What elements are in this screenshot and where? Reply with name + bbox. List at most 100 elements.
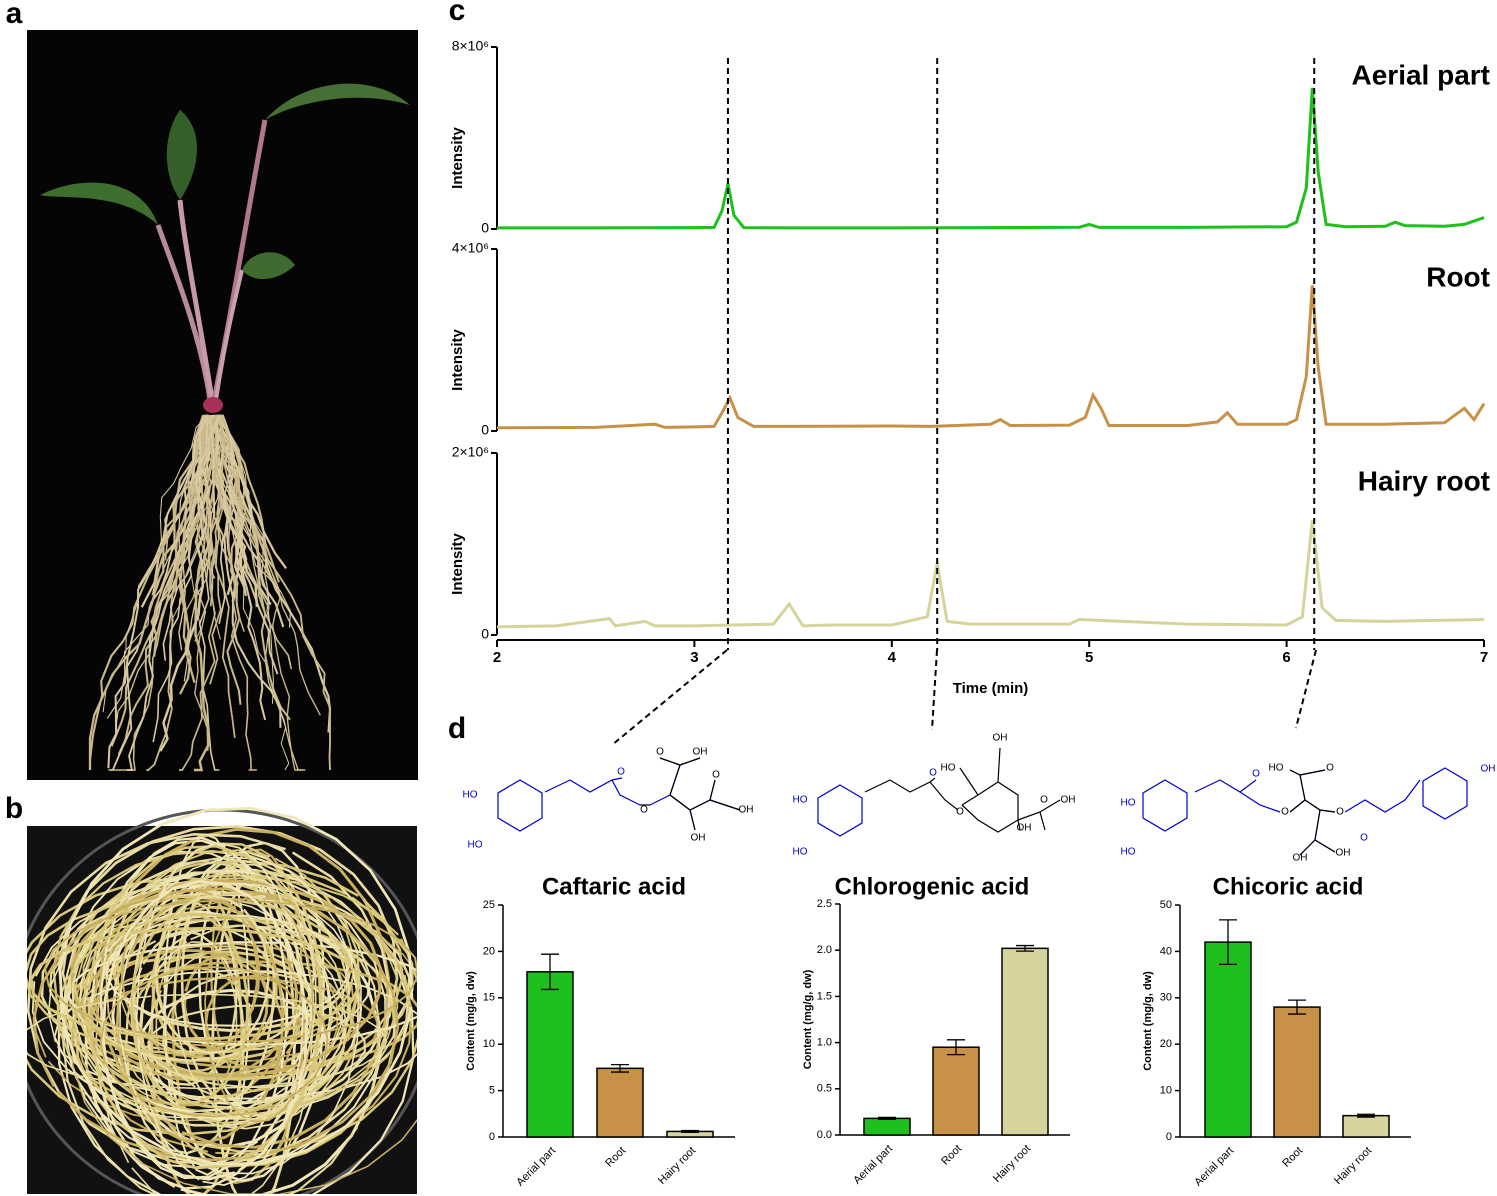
atom-label: HO (941, 763, 956, 774)
y-tick-label: 20 (1160, 1038, 1172, 1050)
x-tick-label: 7 (1480, 649, 1488, 666)
root-strand (162, 414, 208, 661)
hairy-root-strand (154, 894, 270, 1055)
chart-title: Aerial part (1352, 59, 1491, 90)
atom-label: O (1281, 807, 1289, 818)
atom-label: OH (691, 833, 706, 844)
hairy-root-strand (174, 863, 317, 1120)
atom-label: O (712, 770, 720, 781)
bar (1001, 947, 1049, 1136)
root-strand (159, 414, 209, 752)
root-strand (216, 414, 331, 770)
atom-label: O (1326, 763, 1334, 774)
panel-label: a (6, 0, 23, 30)
hairy-root-strand (26, 833, 392, 1166)
root-strand (170, 414, 223, 621)
root-strand (220, 414, 274, 704)
hairy-root-strand (70, 879, 382, 1078)
atom-label: O (640, 805, 648, 816)
hairy-root-strand (130, 912, 249, 1105)
atom-label: OH (1061, 795, 1076, 806)
atom-label: HO (468, 840, 483, 851)
hairy-root-strand (99, 836, 289, 1180)
y-tick-label: 0.0 (817, 1129, 832, 1141)
chart-title: Chlorogenic acid (835, 873, 1030, 900)
hairy-root-strand (58, 806, 414, 1166)
root-strand (220, 414, 280, 593)
x-tick-label: 2 (493, 649, 501, 666)
atom-label: OH (739, 805, 754, 816)
x-tick-label: Root (939, 1143, 964, 1168)
y-tick-label: 0 (481, 220, 489, 236)
hairy-root-illustration (7, 806, 443, 1196)
x-tick-label: Root (603, 1145, 628, 1170)
atom-label: HO (463, 790, 478, 801)
root-strand (217, 414, 272, 606)
y-tick-label: 2.0 (817, 944, 832, 956)
y-tick-label: 15 (483, 992, 495, 1004)
hairy-root-strand (99, 965, 329, 1118)
x-tick-label: Hairy root (991, 1143, 1033, 1185)
root-strand (108, 414, 221, 771)
bar (932, 1046, 980, 1136)
y-tick-label: 8×10⁶ (452, 38, 489, 54)
y-tick-label: 2.5 (817, 898, 832, 910)
y-tick-label: 0 (489, 1131, 495, 1143)
y-tick-label: 0 (481, 422, 489, 438)
x-tick-label: 3 (690, 649, 698, 666)
bar (596, 1067, 644, 1138)
atom-label: HO (1121, 798, 1136, 809)
y-tick-label: 0 (481, 626, 489, 642)
root-strand (107, 414, 208, 769)
bar (1204, 941, 1252, 1138)
atom-label: O (1336, 807, 1344, 818)
x-tick-label: 6 (1282, 649, 1290, 666)
atom-label: HO (1269, 763, 1284, 774)
atom-label: HO (793, 847, 808, 858)
atom-label: O (617, 767, 625, 778)
atom-label: O (929, 768, 937, 779)
error-bar (878, 1116, 896, 1120)
atom-label: OH (1293, 853, 1308, 864)
error-bar (1016, 944, 1034, 952)
hairy-root-strand (61, 857, 382, 1196)
error-bar (541, 953, 559, 991)
y-tick-label: 2×10⁶ (452, 444, 489, 460)
atom-label: O (956, 807, 964, 818)
y-axis-label: Intensity (449, 127, 466, 189)
hairy-root-strand (163, 833, 251, 1176)
root-strand (110, 414, 208, 771)
atom-label: O (1252, 769, 1260, 780)
x-tick-label: Root (1280, 1145, 1305, 1170)
structure-skeletons (497, 747, 1468, 856)
hairy-root-strand (132, 899, 238, 1086)
root-strand (126, 414, 220, 771)
bar (1342, 1114, 1390, 1138)
error-bar (1288, 999, 1306, 1015)
chromatogram-line (496, 520, 1485, 629)
atom-label: O (1360, 833, 1368, 844)
root-strand (212, 414, 259, 608)
y-tick-label: 1.0 (817, 1037, 832, 1049)
y-tick-label: 10 (1160, 1085, 1172, 1097)
error-bar (681, 1129, 699, 1134)
root-strand (176, 414, 208, 684)
panel-label: b (5, 792, 23, 825)
y-tick-label: 0 (1166, 1131, 1172, 1143)
hairy-root-strand (43, 899, 420, 1043)
error-bar (1357, 1113, 1375, 1118)
bar (863, 1117, 911, 1136)
chart-title: Hairy root (1358, 465, 1490, 496)
y-tick-label: 40 (1160, 945, 1172, 957)
atom-label: OH (1017, 823, 1032, 834)
x-tick-label: Aerial part (851, 1143, 895, 1187)
chromatogram-line (496, 285, 1486, 430)
atom-label: HO (1121, 847, 1136, 858)
atom-label: O (1040, 795, 1048, 806)
root-strand (209, 414, 230, 685)
bar (526, 971, 574, 1138)
atom-label: O (656, 747, 664, 758)
y-tick-label: 50 (1160, 899, 1172, 911)
y-tick-label: 5 (489, 1085, 495, 1097)
